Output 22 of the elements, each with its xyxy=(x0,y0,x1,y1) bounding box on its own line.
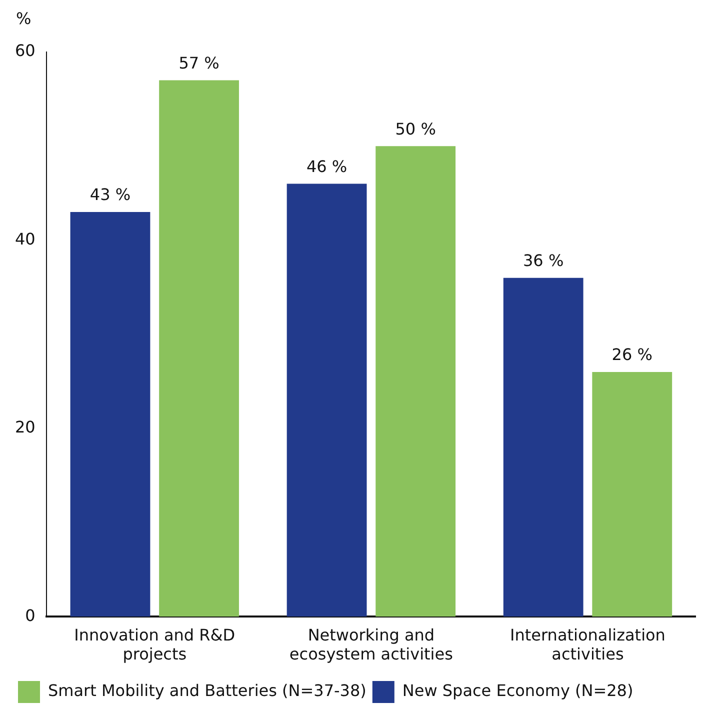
y-tick-label: 60 xyxy=(15,41,36,60)
y-tick-label: 20 xyxy=(15,418,36,437)
y-tick-label: 40 xyxy=(15,229,36,248)
bar xyxy=(70,212,150,617)
y-tick-label: 0 xyxy=(25,606,36,625)
bar xyxy=(159,80,239,617)
x-tick-label: Internationalization activities xyxy=(510,625,666,664)
bar xyxy=(503,278,584,617)
data-label: 46 % xyxy=(306,156,348,176)
bar xyxy=(286,184,367,617)
data-label: 50 % xyxy=(395,119,436,138)
x-tick-label: Innovation and R&D projects xyxy=(74,625,236,664)
legend-label: New Space Economy (N=28) xyxy=(402,681,634,700)
legend-label: Smart Mobility and Batteries (N=37-38) xyxy=(48,681,366,700)
data-label: 57 % xyxy=(178,53,220,72)
x-tick-label: Networking and ecosystem activities xyxy=(289,625,453,664)
data-label: 26 % xyxy=(612,345,652,364)
data-label: 43 % xyxy=(90,185,131,204)
y-axis-title: % xyxy=(16,9,32,28)
bar xyxy=(592,372,672,617)
data-label: 36 % xyxy=(523,250,564,270)
bar xyxy=(376,146,456,617)
